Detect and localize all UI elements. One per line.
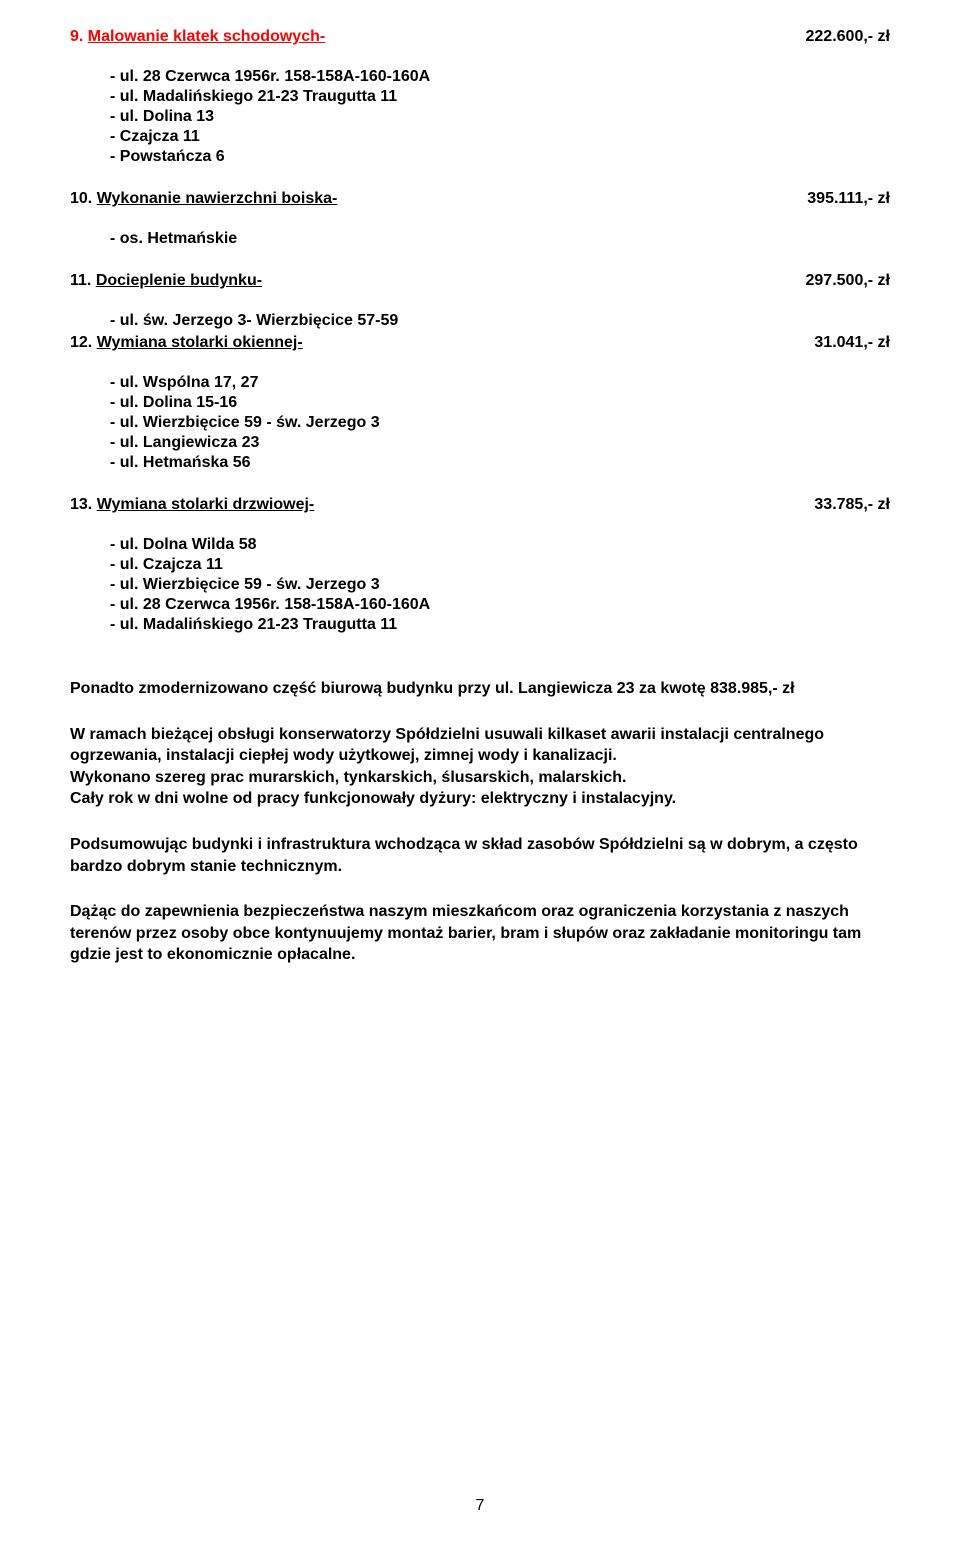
page-number: 7 bbox=[0, 1497, 960, 1515]
list-item: - os. Hetmańskie bbox=[110, 230, 890, 248]
list-item: - ul. Dolina 13 bbox=[110, 108, 890, 126]
section-13-list: - ul. Dolna Wilda 58 - ul. Czajcza 11 - … bbox=[70, 536, 890, 634]
section-13-title: 13. Wymiana stolarki drzwiowej- bbox=[70, 496, 314, 514]
section-9-header: 9. Malowanie klatek schodowych- 222.600,… bbox=[70, 28, 890, 46]
list-item: - ul. Wierzbięcice 59 - św. Jerzego 3 bbox=[110, 414, 890, 432]
section-9-list: - ul. 28 Czerwca 1956r. 158-158A-160-160… bbox=[70, 68, 890, 166]
paragraph-3: Podsumowując budynki i infrastruktura wc… bbox=[70, 834, 890, 877]
list-item: - Czajcza 11 bbox=[110, 128, 890, 146]
section-9-amount: 222.600,- zł bbox=[806, 28, 891, 46]
list-item: - Powstańcza 6 bbox=[110, 148, 890, 166]
list-item: - ul. Madalińskiego 21-23 Traugutta 11 bbox=[110, 88, 890, 106]
list-item: - ul. św. Jerzego 3- Wierzbięcice 57-59 bbox=[110, 312, 890, 330]
section-10-header: 10. Wykonanie nawierzchni boiska- 395.11… bbox=[70, 190, 890, 208]
list-item: - ul. 28 Czerwca 1956r. 158-158A-160-160… bbox=[110, 596, 890, 614]
list-item: - ul. Madalińskiego 21-23 Traugutta 11 bbox=[110, 616, 890, 634]
section-10-title-text: Wykonanie nawierzchni boiska- bbox=[97, 190, 338, 207]
paragraph-2a: W ramach bieżącej obsługi konserwatorzy … bbox=[70, 726, 824, 765]
section-9-title: 9. Malowanie klatek schodowych- bbox=[70, 28, 325, 46]
section-13-header: 13. Wymiana stolarki drzwiowej- 33.785,-… bbox=[70, 496, 890, 514]
section-9-title-text: Malowanie klatek schodowych- bbox=[88, 28, 325, 45]
section-10-number: 10. bbox=[70, 190, 92, 207]
section-11-header: 11. Docieplenie budynku- 297.500,- zł bbox=[70, 272, 890, 290]
section-13-amount: 33.785,- zł bbox=[814, 496, 890, 514]
list-item: - ul. Dolna Wilda 58 bbox=[110, 536, 890, 554]
list-item: - ul. Czajcza 11 bbox=[110, 556, 890, 574]
section-11-title: 11. Docieplenie budynku- bbox=[70, 272, 262, 290]
section-10-list: - os. Hetmańskie bbox=[70, 230, 890, 248]
section-12-title: 12. Wymiana stolarki okiennej- bbox=[70, 334, 303, 352]
paragraph-1: Ponadto zmodernizowano część biurową bud… bbox=[70, 678, 890, 700]
section-12-number: 12. bbox=[70, 334, 92, 351]
section-12-list: - ul. Wspólna 17, 27 - ul. Dolina 15-16 … bbox=[70, 374, 890, 472]
section-11-number: 11. bbox=[70, 272, 91, 289]
list-item: - ul. Wierzbięcice 59 - św. Jerzego 3 bbox=[110, 576, 890, 594]
section-12-header: 12. Wymiana stolarki okiennej- 31.041,- … bbox=[70, 334, 890, 352]
list-item: - ul. Wspólna 17, 27 bbox=[110, 374, 890, 392]
paragraph-2c: Cały rok w dni wolne od pracy funkcjonow… bbox=[70, 790, 676, 807]
section-13-number: 13. bbox=[70, 496, 92, 513]
section-11-title-text: Docieplenie budynku- bbox=[96, 272, 262, 289]
paragraph-4: Dążąc do zapewnienia bezpieczeństwa nasz… bbox=[70, 901, 890, 966]
list-item: - ul. Hetmańska 56 bbox=[110, 454, 890, 472]
list-item: - ul. 28 Czerwca 1956r. 158-158A-160-160… bbox=[110, 68, 890, 86]
section-12-title-text: Wymiana stolarki okiennej- bbox=[97, 334, 303, 351]
list-item: - ul. Langiewicza 23 bbox=[110, 434, 890, 452]
section-10-title: 10. Wykonanie nawierzchni boiska- bbox=[70, 190, 337, 208]
paragraph-2b: Wykonano szereg prac murarskich, tynkars… bbox=[70, 769, 626, 786]
paragraph-2: W ramach bieżącej obsługi konserwatorzy … bbox=[70, 724, 890, 810]
section-11-amount: 297.500,- zł bbox=[806, 272, 891, 290]
section-9-number: 9. bbox=[70, 28, 83, 45]
section-11-list: - ul. św. Jerzego 3- Wierzbięcice 57-59 bbox=[70, 312, 890, 330]
section-10-amount: 395.111,- zł bbox=[807, 190, 890, 208]
section-12-amount: 31.041,- zł bbox=[814, 334, 890, 352]
section-13-title-text: Wymiana stolarki drzwiowej- bbox=[97, 496, 315, 513]
list-item: - ul. Dolina 15-16 bbox=[110, 394, 890, 412]
